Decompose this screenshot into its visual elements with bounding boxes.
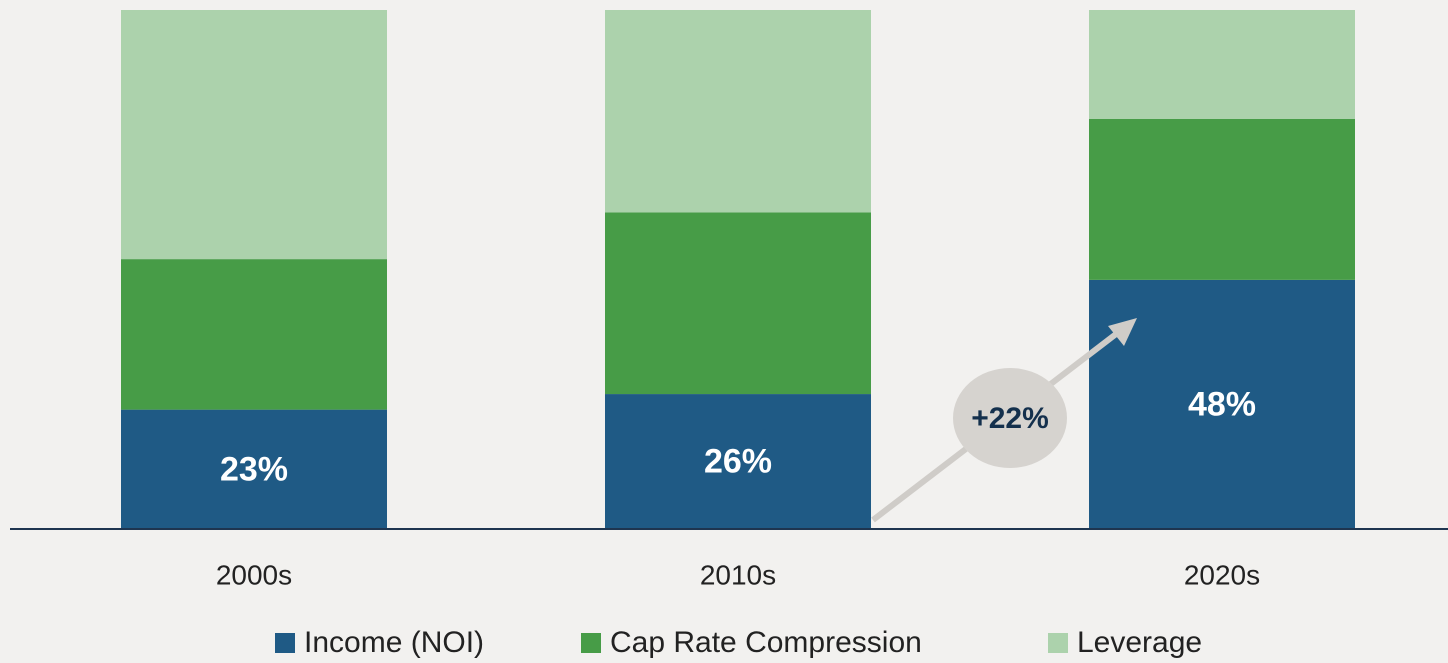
data-label: 48%: [1188, 385, 1256, 423]
legend-swatch: [1048, 633, 1068, 653]
x-tick-label: 2020s: [1184, 559, 1260, 590]
bar-segment: [121, 409, 387, 529]
x-tick-label: 2010s: [700, 559, 776, 590]
bar-segment: [605, 394, 871, 529]
legend-label: Income (NOI): [304, 626, 484, 659]
bar-segment: [1089, 118, 1355, 280]
x-tick-label: 2000s: [216, 559, 292, 590]
bar-segment: [1089, 10, 1355, 119]
annotation: +22%: [971, 402, 1049, 435]
legend-swatch: [581, 633, 601, 653]
bar-segment: [605, 212, 871, 395]
bar-segment: [605, 10, 871, 213]
data-label: 26%: [704, 443, 772, 481]
arrow-head: [1108, 318, 1137, 346]
bar-segment: [121, 259, 387, 410]
legend-label: Cap Rate Compression: [610, 626, 922, 659]
legend-swatch: [275, 633, 295, 653]
bar-segment: [121, 10, 387, 260]
legend-label: Leverage: [1077, 626, 1202, 659]
data-label: 23%: [220, 450, 288, 488]
annotation-bubble: [953, 368, 1067, 468]
